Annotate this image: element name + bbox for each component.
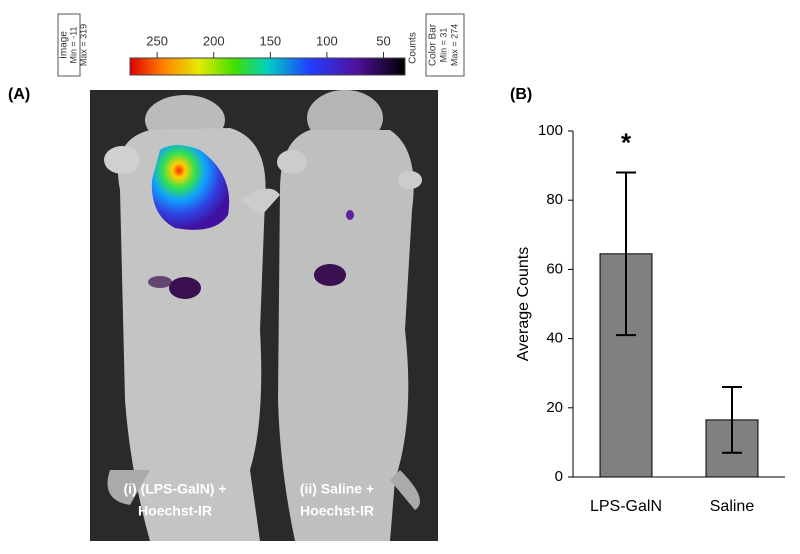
- image-box: [57, 13, 81, 77]
- colorbar-min: Min = 31: [438, 28, 448, 63]
- y-tick-label: 100: [538, 122, 563, 139]
- colorbar-unit: Counts: [408, 32, 419, 64]
- mouse-label: (i) (LPS-GalN) +: [123, 481, 226, 497]
- panel-label: (A): [8, 86, 30, 103]
- image-max: Max = 319: [78, 24, 88, 66]
- mouse-photo: [90, 90, 438, 541]
- colorbar-panel: Image Min = -11 Max = 319 Counts Color B…: [57, 13, 465, 77]
- image-min: Min = -11: [68, 26, 78, 63]
- x-tick-label: Saline: [710, 498, 755, 515]
- y-tick-label: 0: [555, 468, 563, 485]
- mouse-label: Hoechst-IR: [138, 503, 212, 519]
- colorbar-tick-label: 250: [146, 33, 168, 48]
- colorbar-tick-label: 100: [316, 33, 338, 48]
- panel-label: (B): [510, 86, 532, 103]
- colorbar-max: Max = 274: [449, 24, 459, 66]
- colorbar-tick-label: 150: [259, 33, 281, 48]
- annotation: *: [621, 127, 632, 157]
- colorbar-box: [425, 13, 465, 77]
- image-title: Image: [59, 31, 70, 59]
- mouse-label: (ii) Saline +: [300, 481, 374, 497]
- y-tick-label: 60: [546, 260, 563, 277]
- y-tick-label: 20: [546, 399, 563, 416]
- colorbar-tick-label: 200: [203, 33, 225, 48]
- y-tick-label: 80: [546, 191, 563, 208]
- x-tick-label: LPS-GalN: [590, 498, 662, 515]
- color-bar: [129, 57, 406, 76]
- y-axis-label: Average Counts: [515, 247, 532, 361]
- colorbar-title: Color Bar: [428, 23, 439, 66]
- mouse-label: Hoechst-IR: [300, 503, 374, 519]
- y-tick-label: 40: [546, 330, 563, 347]
- colorbar-tick-label: 50: [376, 33, 390, 48]
